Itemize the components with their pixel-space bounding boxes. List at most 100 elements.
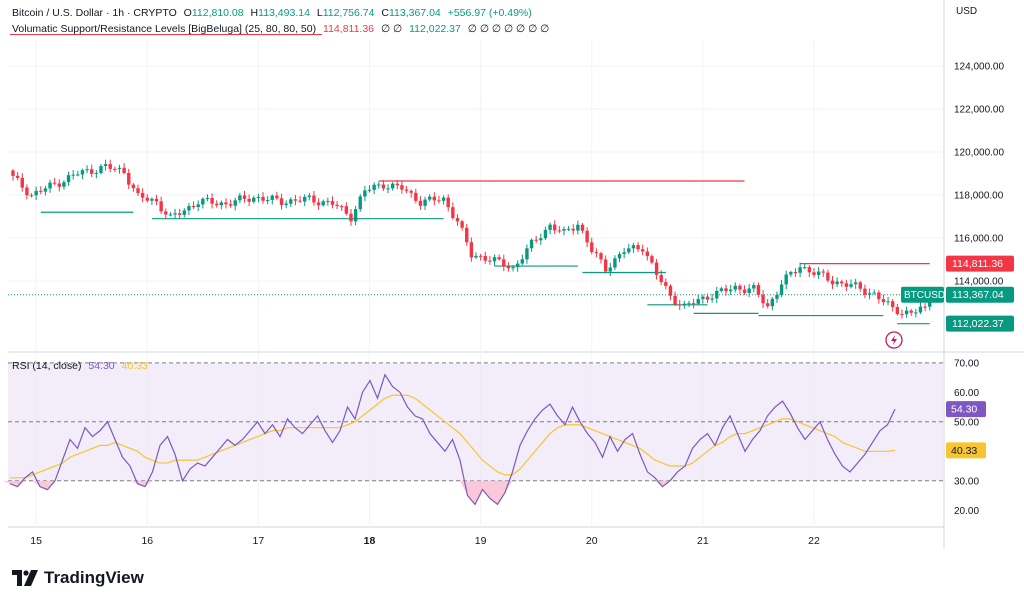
candle[interactable] (182, 208, 187, 218)
candle[interactable] (414, 188, 418, 204)
candle[interactable] (483, 251, 487, 264)
candle[interactable] (650, 254, 654, 265)
candle[interactable] (728, 284, 733, 295)
candle[interactable] (418, 196, 423, 210)
candle[interactable] (219, 200, 224, 210)
candle[interactable] (298, 196, 302, 203)
candle[interactable] (289, 197, 293, 208)
candle[interactable] (57, 179, 61, 192)
candle[interactable] (52, 178, 57, 186)
candle[interactable] (85, 165, 89, 174)
candle[interactable] (502, 254, 506, 272)
candle[interactable] (307, 192, 312, 201)
candle[interactable] (904, 306, 909, 318)
candle[interactable] (140, 188, 145, 203)
candle[interactable] (66, 171, 71, 186)
candle[interactable] (302, 194, 307, 207)
candle[interactable] (553, 220, 557, 235)
candle[interactable] (168, 212, 173, 217)
candle[interactable] (377, 181, 381, 189)
candle[interactable] (395, 180, 399, 190)
candle[interactable] (738, 283, 742, 295)
candle[interactable] (131, 182, 136, 192)
candle[interactable] (20, 173, 24, 192)
candle[interactable] (372, 182, 376, 195)
candle[interactable] (99, 163, 103, 175)
candle[interactable] (150, 197, 154, 206)
candle[interactable] (252, 195, 256, 204)
candle[interactable] (654, 258, 659, 280)
candle[interactable] (15, 171, 20, 181)
candle[interactable] (145, 194, 149, 203)
candle[interactable] (515, 260, 520, 272)
candle[interactable] (877, 290, 881, 304)
candle[interactable] (335, 201, 339, 210)
candle[interactable] (923, 303, 927, 312)
candle[interactable] (247, 194, 251, 207)
candle[interactable] (90, 164, 94, 178)
candle[interactable] (664, 278, 668, 290)
candle[interactable] (177, 208, 182, 219)
candle[interactable] (48, 179, 52, 193)
candle[interactable] (895, 304, 900, 316)
candle[interactable] (826, 269, 830, 283)
candle[interactable] (682, 300, 687, 309)
candle[interactable] (853, 278, 858, 289)
indicator-legend[interactable]: Volumatic Support/Resistance Levels [Big… (12, 23, 553, 35)
candle[interactable] (881, 294, 886, 306)
candle[interactable] (747, 283, 751, 298)
candle[interactable] (367, 185, 372, 193)
currency-label[interactable]: USD (956, 6, 978, 17)
candle[interactable] (187, 202, 191, 216)
candle[interactable] (94, 169, 99, 179)
candle[interactable] (543, 226, 548, 241)
candle[interactable] (821, 268, 825, 277)
candle[interactable] (742, 285, 747, 295)
candle[interactable] (340, 204, 344, 211)
candle[interactable] (640, 244, 645, 256)
candle[interactable] (710, 293, 714, 303)
candle[interactable] (127, 168, 131, 190)
candle[interactable] (191, 201, 196, 210)
candle[interactable] (451, 202, 455, 220)
candle[interactable] (557, 225, 562, 234)
candle[interactable] (756, 282, 761, 298)
candle[interactable] (807, 265, 812, 278)
rsi-legend[interactable]: RSI (14, close) 54.30 40.33 (12, 360, 152, 372)
candle[interactable] (506, 262, 511, 272)
candle[interactable] (316, 198, 321, 210)
candle[interactable] (437, 195, 441, 204)
candle[interactable] (488, 256, 492, 265)
candle[interactable] (238, 192, 242, 204)
candle[interactable] (261, 192, 265, 204)
candle[interactable] (779, 279, 784, 298)
candle[interactable] (432, 192, 437, 206)
candle[interactable] (446, 194, 450, 212)
candle[interactable] (784, 270, 788, 290)
candle[interactable] (363, 185, 367, 202)
candle[interactable] (566, 226, 571, 232)
candle[interactable] (765, 299, 770, 309)
candle[interactable] (863, 284, 867, 299)
candle[interactable] (816, 266, 821, 279)
candle[interactable] (469, 237, 474, 262)
candle[interactable] (636, 242, 640, 253)
candle[interactable] (529, 238, 534, 252)
candle[interactable] (724, 284, 728, 296)
candle[interactable] (478, 253, 483, 261)
candle[interactable] (562, 226, 566, 236)
candle[interactable] (428, 194, 432, 202)
candle[interactable] (872, 289, 876, 295)
candle[interactable] (404, 186, 409, 194)
candle[interactable] (196, 200, 200, 212)
candle[interactable] (173, 208, 177, 219)
candle[interactable] (599, 251, 603, 264)
candle[interactable] (43, 185, 48, 196)
candle[interactable] (608, 262, 612, 277)
candle[interactable] (571, 224, 575, 235)
candle[interactable] (849, 279, 853, 289)
candle[interactable] (103, 159, 108, 171)
candle[interactable] (539, 233, 543, 245)
candle[interactable] (122, 163, 126, 175)
